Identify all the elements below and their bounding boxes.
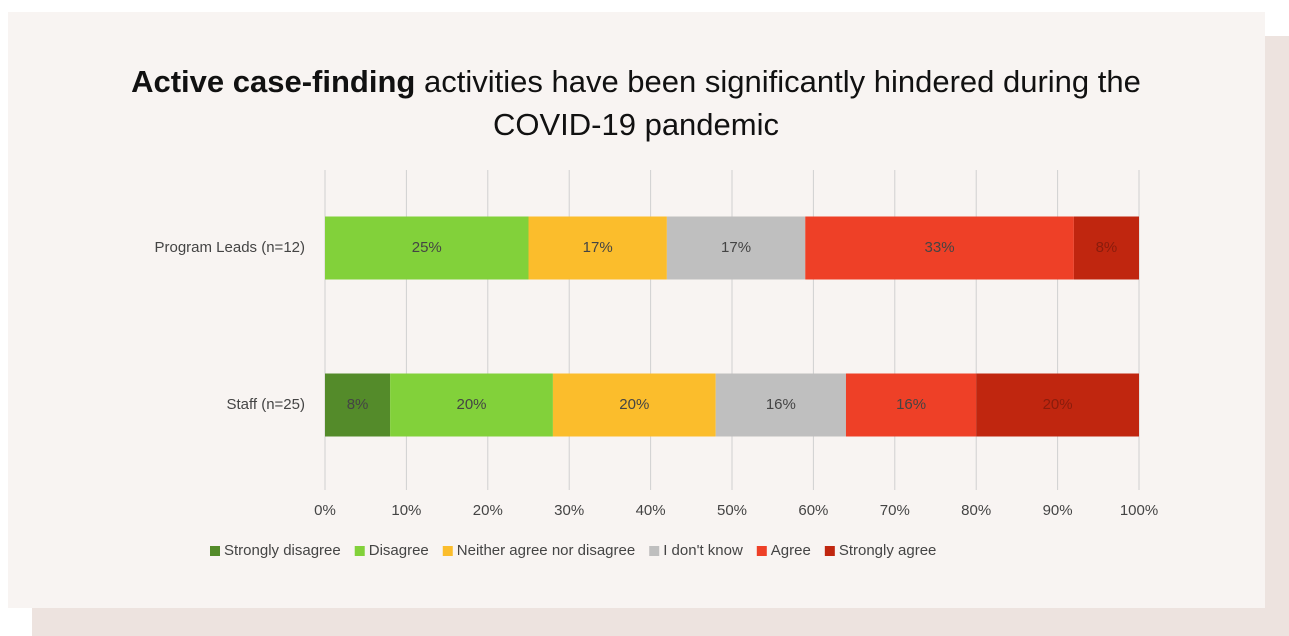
value-label: 17% xyxy=(583,239,613,256)
value-label: 25% xyxy=(412,239,442,256)
legend-swatch xyxy=(824,546,835,556)
x-tick-label: 50% xyxy=(717,502,747,519)
legend-swatch xyxy=(354,546,365,556)
x-tick-label: 0% xyxy=(314,502,336,519)
bar-segment xyxy=(805,216,1074,280)
value-label: 33% xyxy=(925,239,955,256)
bar-segment xyxy=(325,373,391,437)
value-label: 20% xyxy=(457,396,487,413)
x-tick-label: 90% xyxy=(1043,502,1073,519)
x-tick-label: 20% xyxy=(473,502,503,519)
bar-segment xyxy=(976,373,1139,437)
bar-segment xyxy=(845,373,977,437)
bar-segment xyxy=(528,216,667,280)
bar-segment xyxy=(666,216,806,280)
value-label: 8% xyxy=(1096,239,1118,256)
bar-segment xyxy=(715,373,846,437)
value-label: 20% xyxy=(619,396,649,413)
legend-label: Strongly agree xyxy=(839,542,937,559)
value-label: 8% xyxy=(347,396,369,413)
title-bold: Active case-finding xyxy=(131,64,416,99)
x-tick-label: 30% xyxy=(554,502,584,519)
legend-label: Neither agree nor disagree xyxy=(457,542,635,559)
legend-label: Disagree xyxy=(369,542,429,559)
card xyxy=(8,12,1265,608)
bar-segment xyxy=(552,373,716,437)
value-label: 20% xyxy=(1043,396,1073,413)
x-tick-label: 70% xyxy=(880,502,910,519)
legend-swatch xyxy=(649,546,660,556)
x-tick-label: 80% xyxy=(961,502,991,519)
x-tick-label: 40% xyxy=(636,502,666,519)
value-label: 17% xyxy=(721,239,751,256)
x-tick-label: 60% xyxy=(798,502,828,519)
value-label: 16% xyxy=(896,396,926,413)
legend-swatch xyxy=(210,546,220,556)
category-label: Program Leads (n=12) xyxy=(155,239,306,256)
legend-label: Strongly disagree xyxy=(224,542,341,559)
x-tick-label: 10% xyxy=(391,502,421,519)
bar-segment xyxy=(1073,216,1139,280)
title-rest: activities have been significantly hinde… xyxy=(423,64,1141,142)
legend-label: Agree xyxy=(771,542,811,559)
x-tick-label: 100% xyxy=(1120,502,1158,519)
category-label: Staff (n=25) xyxy=(226,396,305,413)
legend-swatch xyxy=(756,546,767,556)
chart-title: Active case-finding activities have been… xyxy=(86,60,1186,146)
legend-swatch xyxy=(442,546,453,556)
value-label: 16% xyxy=(766,396,796,413)
bar-segment xyxy=(390,373,553,437)
bar-segment xyxy=(325,216,529,280)
legend-label: I don't know xyxy=(663,542,743,559)
